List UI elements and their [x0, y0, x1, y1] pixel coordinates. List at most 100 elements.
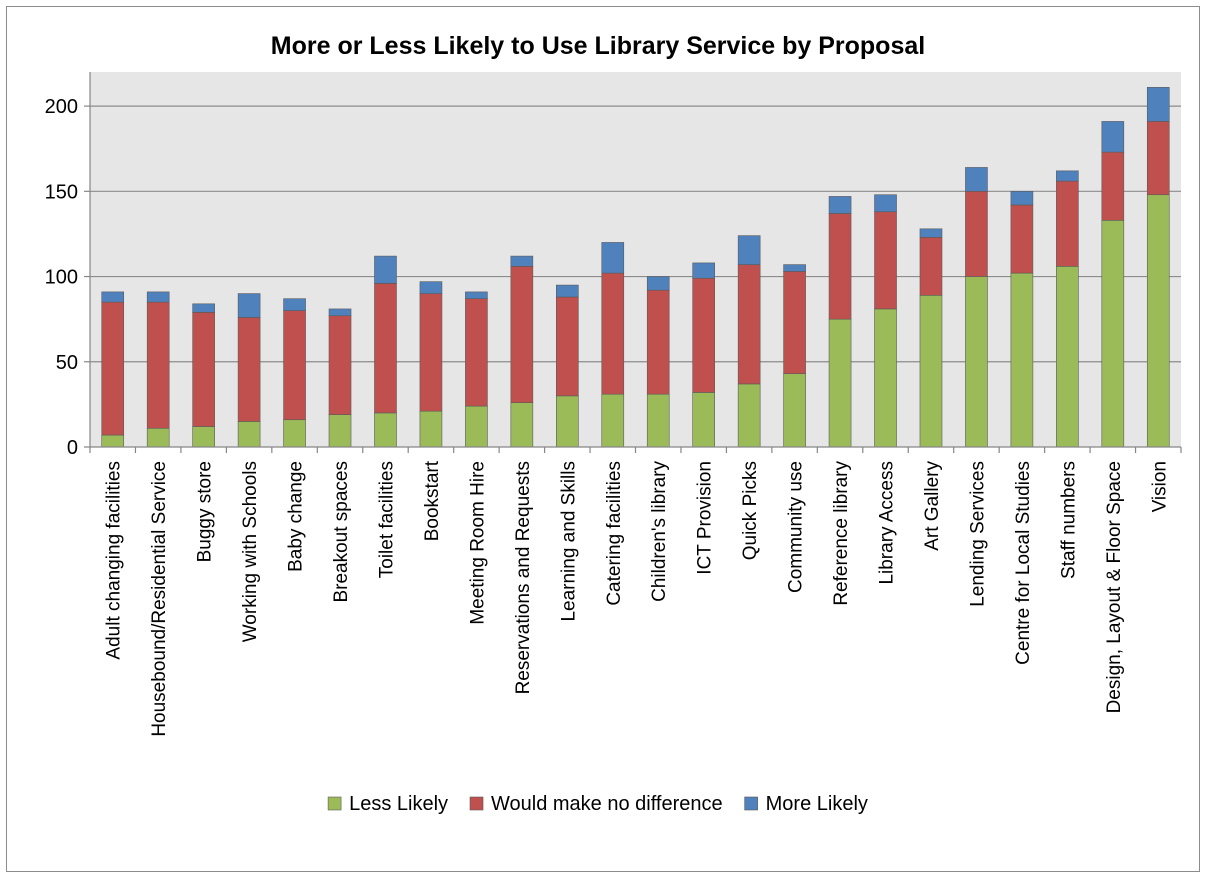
bar-segment-more-likely-2: [192, 303, 215, 313]
y-tick-label-50: 50: [56, 352, 78, 374]
bar-segment-more-likely-20: [1010, 191, 1034, 206]
y-tick-label-100: 100: [45, 267, 78, 289]
bar-segment-less-likely-22: [1101, 220, 1125, 448]
bars: [101, 87, 1170, 448]
bar-segment-less-likely-7: [419, 410, 443, 448]
bar-segment-would-make-no-difference-18: [919, 237, 943, 296]
x-category-label: Breakout spaces: [331, 461, 352, 603]
gridlines: [90, 105, 1181, 363]
bar-segment-would-make-no-difference-17: [874, 211, 897, 310]
bar-segment-more-likely-23: [1146, 87, 1170, 122]
bar-segment-would-make-no-difference-21: [1056, 180, 1079, 267]
x-axis-category-labels: Adult changing facilities Housebound/Resi…: [104, 460, 1171, 736]
x-category-label: Housebound/Residential Service: [149, 461, 170, 737]
bar-segment-more-likely-9: [510, 255, 534, 267]
x-category-label: Vision: [1149, 461, 1170, 512]
bar-segment-less-likely-16: [828, 318, 852, 448]
x-category-label: Adult changing facilities: [104, 461, 125, 660]
bar-segment-more-likely-0: [101, 291, 125, 303]
axes: [84, 72, 1182, 453]
bar-segment-would-make-no-difference-7: [419, 293, 443, 412]
bar-segment-would-make-no-difference-14: [737, 264, 761, 385]
x-category-label: Community use: [786, 461, 807, 593]
bar-segment-more-likely-18: [919, 228, 943, 238]
bar-segment-more-likely-15: [783, 264, 806, 272]
bar-segment-more-likely-22: [1101, 121, 1125, 153]
x-category-label: Design, Layout & Floor Space: [1104, 461, 1125, 713]
x-category-label: Centre for Local Studies: [1013, 461, 1034, 665]
x-category-label: Catering facilities: [604, 461, 625, 606]
x-category-label: Children's library: [649, 461, 670, 602]
x-category-label: Meeting Room Hire: [467, 461, 488, 625]
legend-label-less-likely: Less Likely: [349, 793, 448, 815]
bar-segment-would-make-no-difference-23: [1146, 121, 1170, 196]
legend-swatch-more-likely: [744, 796, 758, 811]
bar-segment-more-likely-10: [556, 284, 579, 298]
bar-segment-less-likely-19: [965, 276, 988, 448]
x-category-label: Working with Schools: [240, 461, 261, 642]
bar-segment-would-make-no-difference-20: [1010, 204, 1034, 274]
bar-segment-would-make-no-difference-10: [556, 296, 579, 397]
bar-segment-would-make-no-difference-4: [283, 310, 306, 421]
bar-segment-would-make-no-difference-0: [101, 301, 125, 436]
bar-segment-less-likely-6: [374, 412, 397, 448]
bar-segment-less-likely-5: [328, 414, 352, 448]
bar-segment-less-likely-2: [192, 426, 215, 448]
bar-segment-would-make-no-difference-12: [646, 289, 670, 395]
bar-segment-less-likely-4: [283, 419, 306, 448]
bar-segment-would-make-no-difference-19: [965, 191, 988, 277]
x-category-label: Lending Services: [967, 461, 988, 607]
x-category-label: Reference library: [831, 461, 852, 606]
bar-segment-less-likely-12: [646, 393, 670, 448]
bar-segment-more-likely-11: [601, 242, 625, 274]
bar-segment-less-likely-17: [874, 308, 897, 448]
bar-segment-would-make-no-difference-5: [328, 315, 352, 415]
x-category-label: Library Access: [877, 461, 898, 585]
bar-segment-less-likely-9: [510, 402, 534, 448]
bar-segment-less-likely-3: [237, 421, 261, 448]
bar-segment-would-make-no-difference-13: [692, 277, 715, 393]
bar-segment-more-likely-6: [374, 255, 397, 284]
bar-segment-less-likely-10: [556, 395, 579, 448]
y-tick-label-0: 0: [67, 437, 78, 459]
bar-segment-less-likely-13: [692, 392, 715, 448]
x-category-label: Buggy store: [195, 461, 216, 562]
bar-segment-less-likely-0: [101, 434, 125, 448]
x-category-label: ICT Provision: [695, 461, 716, 575]
bar-segment-more-likely-14: [737, 235, 761, 265]
bar-segment-less-likely-15: [783, 373, 806, 448]
x-category-label: Quick Picks: [740, 461, 761, 560]
y-tick-label-150: 150: [45, 181, 78, 203]
y-tick-label-200: 200: [45, 96, 78, 118]
bar-segment-less-likely-14: [737, 383, 761, 448]
bar-segment-less-likely-11: [601, 393, 625, 448]
bar-segment-less-likely-18: [919, 294, 943, 448]
x-category-label: Art Gallery: [922, 461, 943, 551]
bar-segment-more-likely-1: [146, 291, 170, 303]
bar-segment-less-likely-8: [465, 405, 488, 448]
x-category-label: Learning and Skills: [558, 461, 579, 622]
bar-segment-more-likely-3: [237, 293, 261, 318]
bar-segment-would-make-no-difference-1: [146, 301, 170, 429]
bar-segment-more-likely-8: [465, 291, 488, 300]
bar-segment-more-likely-17: [874, 194, 897, 213]
bar-segment-more-likely-5: [328, 308, 352, 317]
bar-segment-would-make-no-difference-6: [374, 283, 397, 414]
x-category-label: Bookstart: [422, 460, 443, 541]
legend-label-more-likely: More Likely: [766, 793, 868, 815]
bar-segment-more-likely-16: [828, 196, 852, 214]
bar-segment-would-make-no-difference-15: [783, 271, 806, 374]
bar-segment-would-make-no-difference-11: [601, 272, 625, 395]
bar-segment-more-likely-21: [1056, 170, 1079, 182]
plot-area: [90, 72, 1181, 447]
legend-swatch-less-likely: [327, 796, 342, 811]
x-category-label: Toilet facilities: [376, 461, 397, 578]
bar-segment-would-make-no-difference-3: [237, 317, 261, 422]
x-category-label: Staff numbers: [1058, 461, 1079, 579]
x-category-label: Reservations and Requests: [513, 461, 534, 694]
bar-segment-less-likely-20: [1010, 272, 1034, 448]
chart-title: More or Less Likely to Use Library Servi…: [271, 32, 925, 60]
legend-label-would-make-no-difference: Would make no difference: [491, 793, 723, 815]
legend: Less Likely Would make no difference More …: [327, 793, 868, 815]
